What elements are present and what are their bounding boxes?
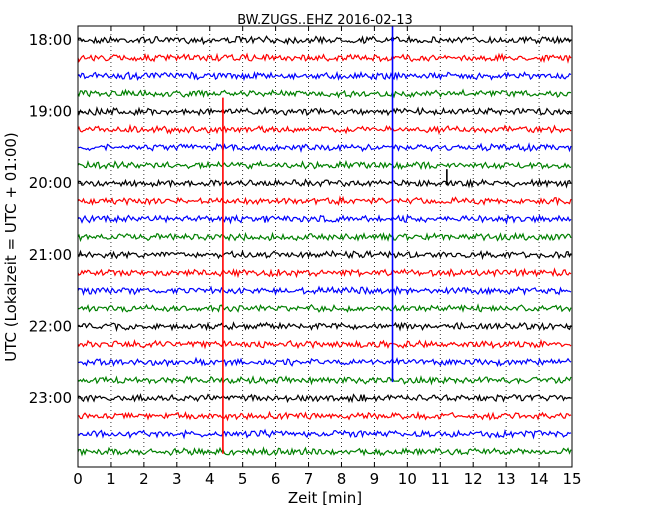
- x-tick-label: 12: [464, 470, 483, 488]
- plot-frame: [77, 25, 573, 468]
- seismic-trace: [77, 88, 572, 99]
- seismic-trace: [77, 249, 572, 261]
- x-tick-label: 3: [172, 470, 182, 488]
- seismic-trace: [77, 123, 572, 135]
- x-tick-label: 4: [205, 470, 215, 488]
- x-tick-label: 6: [271, 470, 281, 488]
- event-marker: [391, 38, 395, 42]
- x-tick-label: 13: [497, 470, 516, 488]
- event-marker: [221, 110, 225, 114]
- x-tick-label: 1: [106, 470, 116, 488]
- seismic-trace: [77, 392, 572, 404]
- y-axis: 18:00 19:00 20:00 21:00 22:00 23:00: [29, 31, 572, 407]
- y-tick-label: 20:00: [29, 174, 72, 192]
- seismic-trace: [77, 70, 572, 82]
- grid-lines: [110, 26, 540, 467]
- seismic-trace: [77, 213, 572, 225]
- y-axis-label: UTC (Lokalzeit = UTC + 01:00): [2, 132, 20, 362]
- seismic-trace: [77, 446, 572, 457]
- seismic-trace: [77, 285, 572, 297]
- seismic-trace: [77, 321, 572, 333]
- seismic-trace: [77, 410, 572, 422]
- seismic-trace: [77, 178, 572, 189]
- seismic-trace: [77, 34, 572, 46]
- x-tick-label: 9: [370, 470, 380, 488]
- y-tick-label: 18:00: [29, 31, 72, 49]
- seismic-traces: [77, 34, 572, 457]
- y-tick-label: 21:00: [29, 246, 72, 264]
- x-axis-label: Zeit [min]: [288, 489, 362, 507]
- seismic-trace: [77, 338, 572, 350]
- x-tick-label: 10: [398, 470, 417, 488]
- seismic-trace: [77, 303, 572, 313]
- y-tick-label: 22:00: [29, 317, 72, 335]
- x-tick-label: 8: [337, 470, 347, 488]
- x-tick-label: 0: [73, 470, 83, 488]
- seismic-trace: [77, 428, 572, 440]
- x-tick-label: 5: [238, 470, 248, 488]
- event-marker: [445, 181, 449, 185]
- seismic-trace: [77, 195, 572, 207]
- seismic-trace: [77, 142, 572, 154]
- x-axis: 0 1 2 3 4 5 6 7 8 9 10 11 12 13 14 15: [73, 26, 582, 488]
- seismic-trace: [77, 356, 572, 368]
- seismic-trace: [77, 231, 572, 243]
- x-tick-label: 7: [304, 470, 314, 488]
- seismic-trace: [77, 267, 572, 279]
- x-tick-label: 2: [139, 470, 149, 488]
- seismic-trace: [77, 52, 572, 64]
- x-tick-label: 15: [562, 470, 581, 488]
- y-tick-label: 23:00: [29, 389, 72, 407]
- seismic-trace: [77, 105, 572, 117]
- seismic-trace: [77, 375, 572, 386]
- chart-title: BW.ZUGS..EHZ 2016-02-13: [237, 13, 413, 28]
- x-tick-label: 11: [431, 470, 450, 488]
- event-lines: [221, 26, 449, 454]
- x-tick-label: 14: [530, 470, 549, 488]
- seismic-trace: [77, 159, 572, 171]
- y-tick-label: 19:00: [29, 103, 72, 121]
